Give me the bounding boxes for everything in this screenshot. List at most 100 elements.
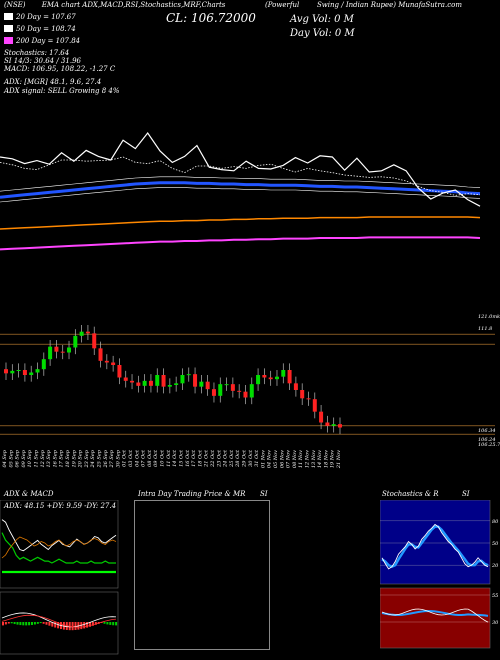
price-xtick: 27 Sep [109, 449, 115, 468]
candle-body [10, 370, 15, 374]
candle-body [224, 384, 229, 386]
price-ylabel: 106.34 [478, 428, 496, 434]
price-xtick: 08 Oct [147, 449, 153, 467]
candle-body [123, 377, 128, 381]
candle-body [274, 376, 279, 380]
candle-body [287, 370, 292, 384]
candle-body [211, 389, 216, 396]
candle-body [199, 381, 204, 387]
intraday-si: SI [260, 490, 268, 498]
candle-body [54, 346, 59, 352]
candle-body [293, 383, 298, 390]
price-xtick: 23 Oct [216, 449, 222, 468]
candle-body [67, 347, 72, 353]
macd-hist-bar [71, 622, 74, 631]
candle-body [41, 359, 46, 370]
price-xtick: 13 Nov [311, 450, 317, 468]
candle-body [104, 360, 109, 363]
macd-hist-bar [86, 622, 89, 628]
price-xtick: 08 Nov [292, 450, 298, 468]
price-xtick: 14 Nov [317, 450, 323, 468]
price-xtick: 09 Oct [153, 449, 159, 467]
ema-200-line [0, 216, 481, 230]
legend-label-200day: 200 Day = 107.84 [16, 37, 81, 45]
price-xtick: 24 Oct [223, 449, 229, 468]
price-xtick: 07 Nov [286, 450, 292, 468]
candle-body [237, 390, 242, 392]
price-xtick: 29 Oct [241, 449, 247, 468]
price-ylabel: 106.25.77 [478, 442, 500, 448]
price-xtick: 14 Oct [172, 449, 178, 467]
price-xtick: 30 Oct [248, 449, 254, 467]
candle-body [268, 377, 273, 380]
candle-body [117, 365, 122, 378]
close-label: CL: 106.72000 [166, 11, 256, 25]
macd-box [0, 591, 119, 655]
macd-hist-bar [115, 622, 118, 626]
price-xtick: 23 Sep [84, 449, 90, 468]
candle-body [136, 382, 141, 386]
price-xtick: 04 Sep [2, 449, 8, 467]
candle-body [22, 370, 27, 375]
macd-hist-bar [57, 622, 60, 629]
price-xtick: 12 Sep [40, 449, 46, 467]
candle-body [243, 391, 248, 398]
macd-hist-bar [33, 622, 36, 625]
header-powerful: (Powerful [265, 1, 300, 9]
adx-panel [0, 500, 119, 655]
rsi-box [380, 587, 491, 649]
candle-body [300, 390, 305, 399]
macd-hist-bar [91, 622, 94, 626]
ema-50-line [0, 181, 481, 199]
macd-hist-bar [13, 622, 16, 625]
candle-body [331, 424, 336, 426]
macd-hist-bar [39, 622, 42, 624]
price-xtick: 06 Sep [15, 449, 21, 467]
macd-hist-bar [89, 622, 91, 627]
price-xtick: 31 Oct [254, 449, 260, 467]
price-xtick: 17 Oct [191, 449, 197, 467]
candle-body [48, 346, 53, 360]
macd-hist-bar [45, 622, 48, 625]
intraday-panel [134, 500, 270, 650]
candle-body [230, 384, 235, 391]
price-xtick: 11 Nov [298, 450, 304, 468]
macd-hist-bar [31, 622, 33, 625]
adx-panel-title: ADX & MACD [4, 490, 54, 498]
stoch-ytick: 80 [492, 519, 499, 525]
price-xtick: 16 Oct [185, 449, 191, 467]
candle-body [161, 375, 166, 387]
ema-100-line-lower [0, 187, 481, 203]
macd-hist-bar [10, 622, 13, 624]
macd-hist-bar [4, 622, 7, 625]
adx-box [0, 500, 119, 589]
price-xtick: 10 Oct [160, 449, 166, 467]
legend-si: SI 14/3: 30.64 / 31.96 [4, 57, 81, 65]
price-xtick: 13 Sep [46, 449, 52, 467]
candle-body [4, 369, 8, 374]
price-xtick: 11 Sep [34, 449, 40, 467]
adx-line [1, 519, 117, 552]
stoch-panel-title: Stochastics & R [382, 490, 439, 498]
macd-line [1, 612, 117, 628]
legend-swatch-200day [4, 37, 13, 44]
price-xtick: 17 Sep [59, 449, 65, 467]
candle-body [186, 374, 191, 376]
price-xtick: 26 Sep [103, 449, 109, 468]
ema-chart [0, 131, 481, 251]
candle-body [85, 331, 90, 334]
candle-body [167, 385, 172, 387]
price-xtick: 09 Sep [21, 449, 27, 467]
price-xtick: 04 Oct [134, 449, 140, 467]
price-xtick: 21 Oct [204, 449, 210, 468]
price-xtick: 12 Nov [304, 450, 310, 468]
candle-body [155, 375, 160, 386]
price-xtick: 10 Sep [27, 449, 33, 467]
candle-body [130, 380, 135, 383]
candle-body [142, 380, 147, 386]
minus-di-line [1, 536, 117, 559]
candle-body [35, 369, 40, 373]
close-line [0, 131, 481, 207]
macd-hist-bar [109, 622, 112, 625]
